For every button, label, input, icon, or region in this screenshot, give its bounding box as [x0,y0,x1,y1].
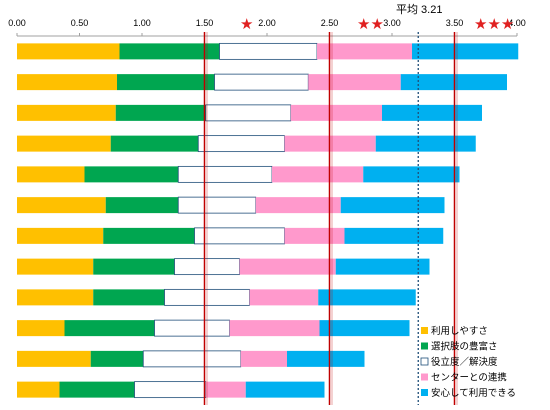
bar-segment-5 [363,166,460,183]
bar-segment-2 [110,135,199,152]
reference-lines [203,32,458,405]
bar-segment-5 [335,258,430,275]
legend-entry-label: 安心して利用できる [431,387,516,399]
bar-segment-2 [103,227,195,244]
bar-segment-2 [119,43,220,60]
legend-entry-label: センターとの連携 [431,372,507,384]
bar-segment-5 [375,135,476,152]
bar-segment-4 [284,227,345,244]
bar-segment-1 [17,135,111,152]
bar-segment-3 [219,42,318,60]
bar-segment-4 [240,350,287,367]
legend-swatch [421,342,428,350]
average-label: 平均 3.21 [396,3,442,16]
bar-segment-3 [142,350,242,368]
bar-segment-4 [308,74,401,91]
bar-segment-1 [17,227,104,244]
bar-segment-3 [177,196,257,214]
bar-segment-5 [287,350,365,367]
bar-segment-2 [105,197,179,214]
bar-segment-2 [93,289,165,306]
bar-segment-1 [17,320,65,337]
bar-segment-2 [64,320,155,337]
bar-segment-5 [412,43,519,60]
bar-segment-1 [17,74,117,91]
x-tick-label: 3.00 [383,18,401,28]
bar-segment-1 [17,381,60,398]
bar-segment-4 [239,258,336,275]
legend-entry-label: 利用しやすさ [431,325,488,337]
bars-group [17,42,519,399]
bar-segment-4 [255,197,341,214]
bar-segment-1 [17,104,116,121]
legend-entry-label: 役立度／解決度 [431,356,498,368]
x-tick-label: 0.00 [8,18,26,28]
legend-swatch [420,357,429,366]
three-star-annotation: ★★★ [474,15,514,33]
one-star-annotation: ★ [240,15,253,33]
bar-segment-4 [229,320,320,337]
bar-segment-5 [319,320,410,337]
bar-segment-4 [290,104,382,121]
bar-segment-1 [17,350,91,367]
bar-segment-5 [245,381,325,398]
bar-segment-3 [197,135,285,153]
legend-swatch [421,327,428,334]
x-tick-label: 2.50 [321,18,339,28]
bar-segment-4 [249,289,319,306]
x-tick-label: 1.50 [196,18,214,28]
bar-segment-3 [177,165,273,183]
x-axis-ticks: 0.00 0.50 1.00 1.50 2.00 2.50 3.00 3.50 4.00 [8,18,526,36]
bar-segment-4 [272,166,364,183]
x-tick-label: 3.50 [446,18,464,28]
bar-segment-1 [17,197,106,214]
bar-segment-1 [17,166,85,183]
x-tick-label: 4.00 [508,18,526,28]
annotations: ★ ★★ 平均 3.21 ★★★ [240,3,514,33]
legend-entry-label: 選択肢の豊富さ [431,341,498,353]
bar-segment-2 [90,350,144,367]
bar-segment-3 [205,104,292,122]
bar-segment-5 [344,227,444,244]
bar-segment-3 [134,381,207,399]
bar-segment-3 [214,73,309,91]
bar-segment-1 [17,43,120,60]
legend-swatch [421,373,428,381]
x-tick-label: 1.00 [133,18,151,28]
bar-segment-4 [205,381,246,398]
bar-segment-4 [317,43,412,60]
bar-segment-2 [115,104,206,121]
bar-segment-1 [17,258,94,275]
bar-segment-5 [382,104,482,121]
bar-segment-3 [154,319,230,337]
bar-segment-5 [340,197,445,214]
bar-segment-3 [194,227,285,245]
bar-segment-2 [93,258,175,275]
x-tick-label: 0.50 [71,18,89,28]
bar-segment-5 [318,289,416,306]
bar-segment-2 [84,166,179,183]
bar-segment-1 [17,289,94,306]
x-tick-label: 2.00 [258,18,276,28]
two-star-annotation: ★★ [357,15,384,33]
legend-swatch [421,389,428,396]
bar-segment-2 [59,381,135,398]
bar-segment-2 [117,74,215,91]
